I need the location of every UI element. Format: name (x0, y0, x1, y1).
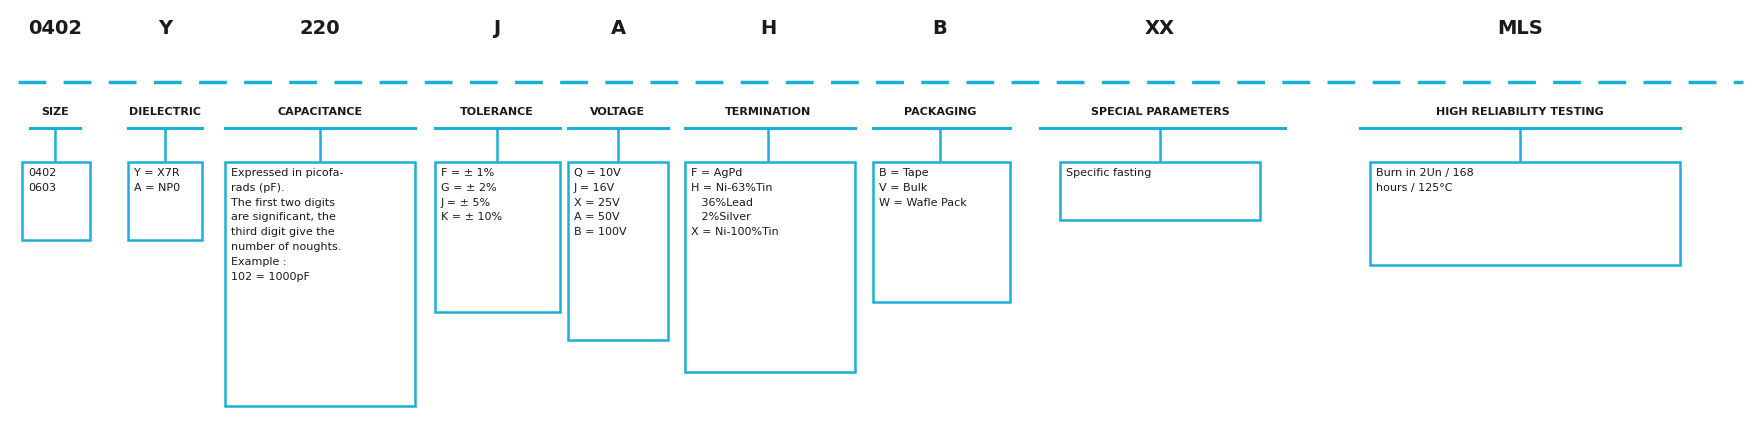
Text: 0402: 0402 (28, 19, 83, 38)
Bar (21, 162, 90, 240)
Bar (685, 162, 856, 372)
Text: HIGH RELIABILITY TESTING: HIGH RELIABILITY TESTING (1437, 107, 1604, 117)
Text: SIZE: SIZE (41, 107, 69, 117)
Text: TOLERANCE: TOLERANCE (460, 107, 534, 117)
Text: Q = 10V
J = 16V
X = 25V
A = 50V
B = 100V: Q = 10V J = 16V X = 25V A = 50V B = 100V (574, 168, 627, 237)
Text: B = Tape
V = Bulk
W = Wafle Pack: B = Tape V = Bulk W = Wafle Pack (879, 168, 967, 208)
Text: Y: Y (158, 19, 173, 38)
Text: F = ± 1%
G = ± 2%
J = ± 5%
K = ± 10%: F = ± 1% G = ± 2% J = ± 5% K = ± 10% (440, 168, 502, 222)
Text: Specific fasting: Specific fasting (1065, 168, 1152, 178)
Text: Burn in 2Un / 168
hours / 125°C: Burn in 2Un / 168 hours / 125°C (1375, 168, 1474, 193)
Text: B: B (933, 19, 947, 38)
Text: 220: 220 (299, 19, 340, 38)
Bar (1060, 162, 1261, 220)
Text: SPECIAL PARAMETERS: SPECIAL PARAMETERS (1090, 107, 1229, 117)
Bar (225, 162, 416, 406)
Text: A: A (611, 19, 625, 38)
Bar (129, 162, 203, 240)
Text: MLS: MLS (1497, 19, 1543, 38)
Text: Y = X7R
A = NP0: Y = X7R A = NP0 (134, 168, 180, 193)
Text: H: H (761, 19, 777, 38)
Bar (1370, 162, 1680, 265)
Text: J: J (493, 19, 500, 38)
Text: XX: XX (1145, 19, 1175, 38)
Text: PACKAGING: PACKAGING (903, 107, 976, 117)
Bar (873, 162, 1011, 302)
Text: DIELECTRIC: DIELECTRIC (129, 107, 201, 117)
Text: TERMINATION: TERMINATION (726, 107, 812, 117)
Text: CAPACITANCE: CAPACITANCE (278, 107, 363, 117)
Text: Expressed in picofa-
rads (pF).
The first two digits
are significant, the
third : Expressed in picofa- rads (pF). The firs… (231, 168, 343, 282)
Bar (435, 162, 560, 312)
Bar (569, 162, 667, 340)
Text: 0402
0603: 0402 0603 (28, 168, 56, 193)
Text: VOLTAGE: VOLTAGE (590, 107, 646, 117)
Text: F = AgPd
H = Ni-63%Tin
   36%Lead
   2%Silver
X = Ni-100%Tin: F = AgPd H = Ni-63%Tin 36%Lead 2%Silver … (690, 168, 778, 237)
